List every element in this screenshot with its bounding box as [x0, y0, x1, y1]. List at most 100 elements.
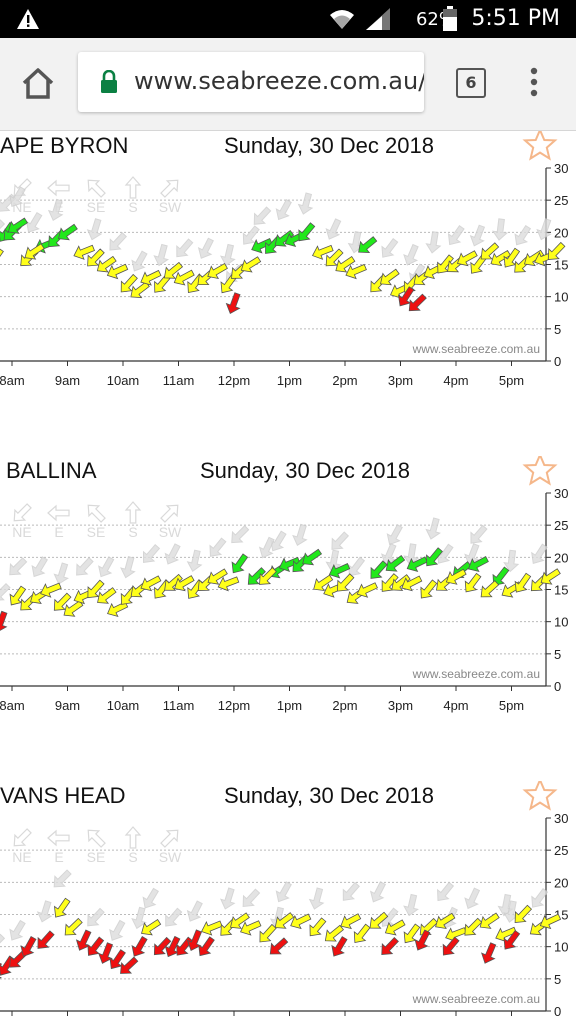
- wind-arrow-yellow: [87, 579, 105, 599]
- wind-arrow-green: [247, 567, 266, 585]
- gust-arrow: [531, 543, 548, 564]
- wind-arrow-yellow: [435, 912, 456, 929]
- wind-chart: 0 5 10 15 20 25 30 8am 9am 10am 11am 12pm 1pm 2pm 3pm 4…: [0, 456, 568, 713]
- direction-arrow-icon: [47, 829, 70, 847]
- gust-arrow: [153, 243, 170, 267]
- gust-arrows: [0, 517, 548, 602]
- wind-arrow-yellow: [313, 574, 334, 592]
- status-bar: 62% 5:51 PM: [0, 0, 576, 38]
- direction-label: SW: [159, 849, 182, 865]
- gust-arrow: [176, 238, 194, 258]
- browser-toolbar: www.seabreeze.com.au/w 6: [0, 38, 576, 131]
- gust-arrow: [275, 199, 292, 221]
- wind-arrow-yellow: [353, 923, 371, 943]
- gust-arrow: [76, 557, 94, 576]
- lock-icon: [101, 70, 117, 93]
- wind-arrow-red: [37, 930, 55, 949]
- direction-arrow-icon: [47, 179, 70, 197]
- direction-arrow-icon: [160, 504, 179, 523]
- wind-arrow-yellow: [324, 924, 344, 942]
- direction-label: E: [54, 849, 63, 865]
- wind-arrow-red: [225, 292, 241, 315]
- wind-arrow-yellow: [345, 263, 367, 280]
- wind-arrow-green: [328, 563, 351, 579]
- gust-arrow: [109, 919, 126, 941]
- overflow-menu-icon[interactable]: [528, 66, 540, 98]
- wind-arrow-green: [7, 217, 29, 234]
- gust-arrow: [503, 549, 520, 573]
- wind-arrow-yellow: [207, 568, 228, 585]
- gust-arrow: [242, 888, 261, 908]
- wind-arrow-yellow: [479, 912, 500, 929]
- wind-arrow-green: [57, 223, 78, 241]
- wind-arrow-yellow: [456, 250, 478, 267]
- wind-arrow-green: [370, 560, 388, 579]
- wind-arrow-yellow: [217, 576, 240, 592]
- wind-arrow-yellow: [384, 919, 406, 936]
- home-icon[interactable]: [20, 66, 56, 100]
- wind-arrow-red: [414, 929, 431, 951]
- watermark: www.seabreeze.com.au: [412, 667, 540, 681]
- chart-date: Sunday, 30 Dec 2018: [200, 458, 410, 483]
- gust-arrow: [142, 544, 161, 563]
- gust-arrow: [164, 543, 181, 565]
- gust-arrow: [492, 218, 509, 241]
- gust-arrow: [0, 582, 11, 602]
- wind-arrow-yellow: [514, 572, 532, 593]
- x-tick-label: 8am: [0, 373, 25, 388]
- wind-arrow-green: [302, 548, 323, 566]
- wind-arrow-yellow: [40, 582, 62, 598]
- y-tick-label: 5: [554, 647, 561, 662]
- gust-arrow: [348, 556, 366, 577]
- gust-arrow: [47, 198, 64, 222]
- wind-arrow-yellow: [240, 920, 262, 936]
- direction-label: S: [128, 849, 137, 865]
- x-tick-label: 9am: [55, 698, 80, 713]
- direction-label: SE: [87, 199, 106, 215]
- direction-label: NE: [12, 849, 31, 865]
- wind-arrow-yellow: [464, 917, 483, 936]
- wind-arrow-yellow: [356, 582, 378, 598]
- gust-arrow: [297, 192, 314, 215]
- wind-arrow-yellow: [140, 575, 162, 592]
- gust-arrow: [464, 543, 480, 566]
- wind-arrow-red: [20, 936, 37, 957]
- wind-arrow-green: [231, 553, 249, 574]
- wind-arrow-yellow: [106, 263, 129, 280]
- favourite-star-icon[interactable]: [522, 781, 558, 811]
- y-tick-label: 5: [554, 322, 561, 337]
- x-tick-label: 2pm: [332, 698, 357, 713]
- gust-arrow: [470, 524, 488, 544]
- y-tick-label: 10: [554, 290, 568, 305]
- wind-arrow-yellow: [337, 573, 355, 592]
- wind-arrow-yellow: [311, 244, 334, 260]
- direction-arrow-icon: [47, 504, 70, 522]
- location-title: APE BYRON: [0, 133, 129, 158]
- wind-arrow-red: [481, 942, 497, 964]
- gust-arrow: [186, 900, 203, 922]
- gust-arrow: [120, 555, 136, 579]
- wind-arrow-yellow: [9, 585, 27, 606]
- wind-panel-ballina: BALLINA Sunday, 30 Dec 2018 0 5 10 15 20 25 30…: [0, 456, 576, 716]
- direction-arrow-icon: [160, 179, 179, 198]
- direction-label: E: [54, 524, 63, 540]
- wind-arrow-yellow: [140, 269, 162, 286]
- direction-legend: NE E SE S SW: [12, 826, 182, 865]
- gust-arrow: [131, 250, 148, 272]
- y-tick-label: 20: [554, 550, 568, 565]
- direction-label: SW: [159, 199, 182, 215]
- wind-arrow-red: [0, 610, 8, 633]
- location-title: VANS HEAD: [0, 783, 126, 808]
- gust-arrows: [0, 186, 552, 285]
- address-bar[interactable]: www.seabreeze.com.au/w: [78, 52, 424, 112]
- direction-label: NE: [12, 524, 31, 540]
- wind-arrow-yellow: [340, 913, 362, 930]
- page-content: APE BYRON Sunday, 30 Dec 2018 0 5 10 15 20 25…: [0, 131, 576, 1024]
- direction-arrow-icon: [124, 826, 142, 849]
- warning-icon: [17, 9, 39, 29]
- direction-arrow-icon: [87, 504, 106, 523]
- favourite-star-icon[interactable]: [522, 456, 558, 486]
- gust-arrow: [53, 562, 69, 585]
- favourite-star-icon[interactable]: [522, 131, 558, 161]
- tab-switcher-button[interactable]: 6: [456, 68, 486, 98]
